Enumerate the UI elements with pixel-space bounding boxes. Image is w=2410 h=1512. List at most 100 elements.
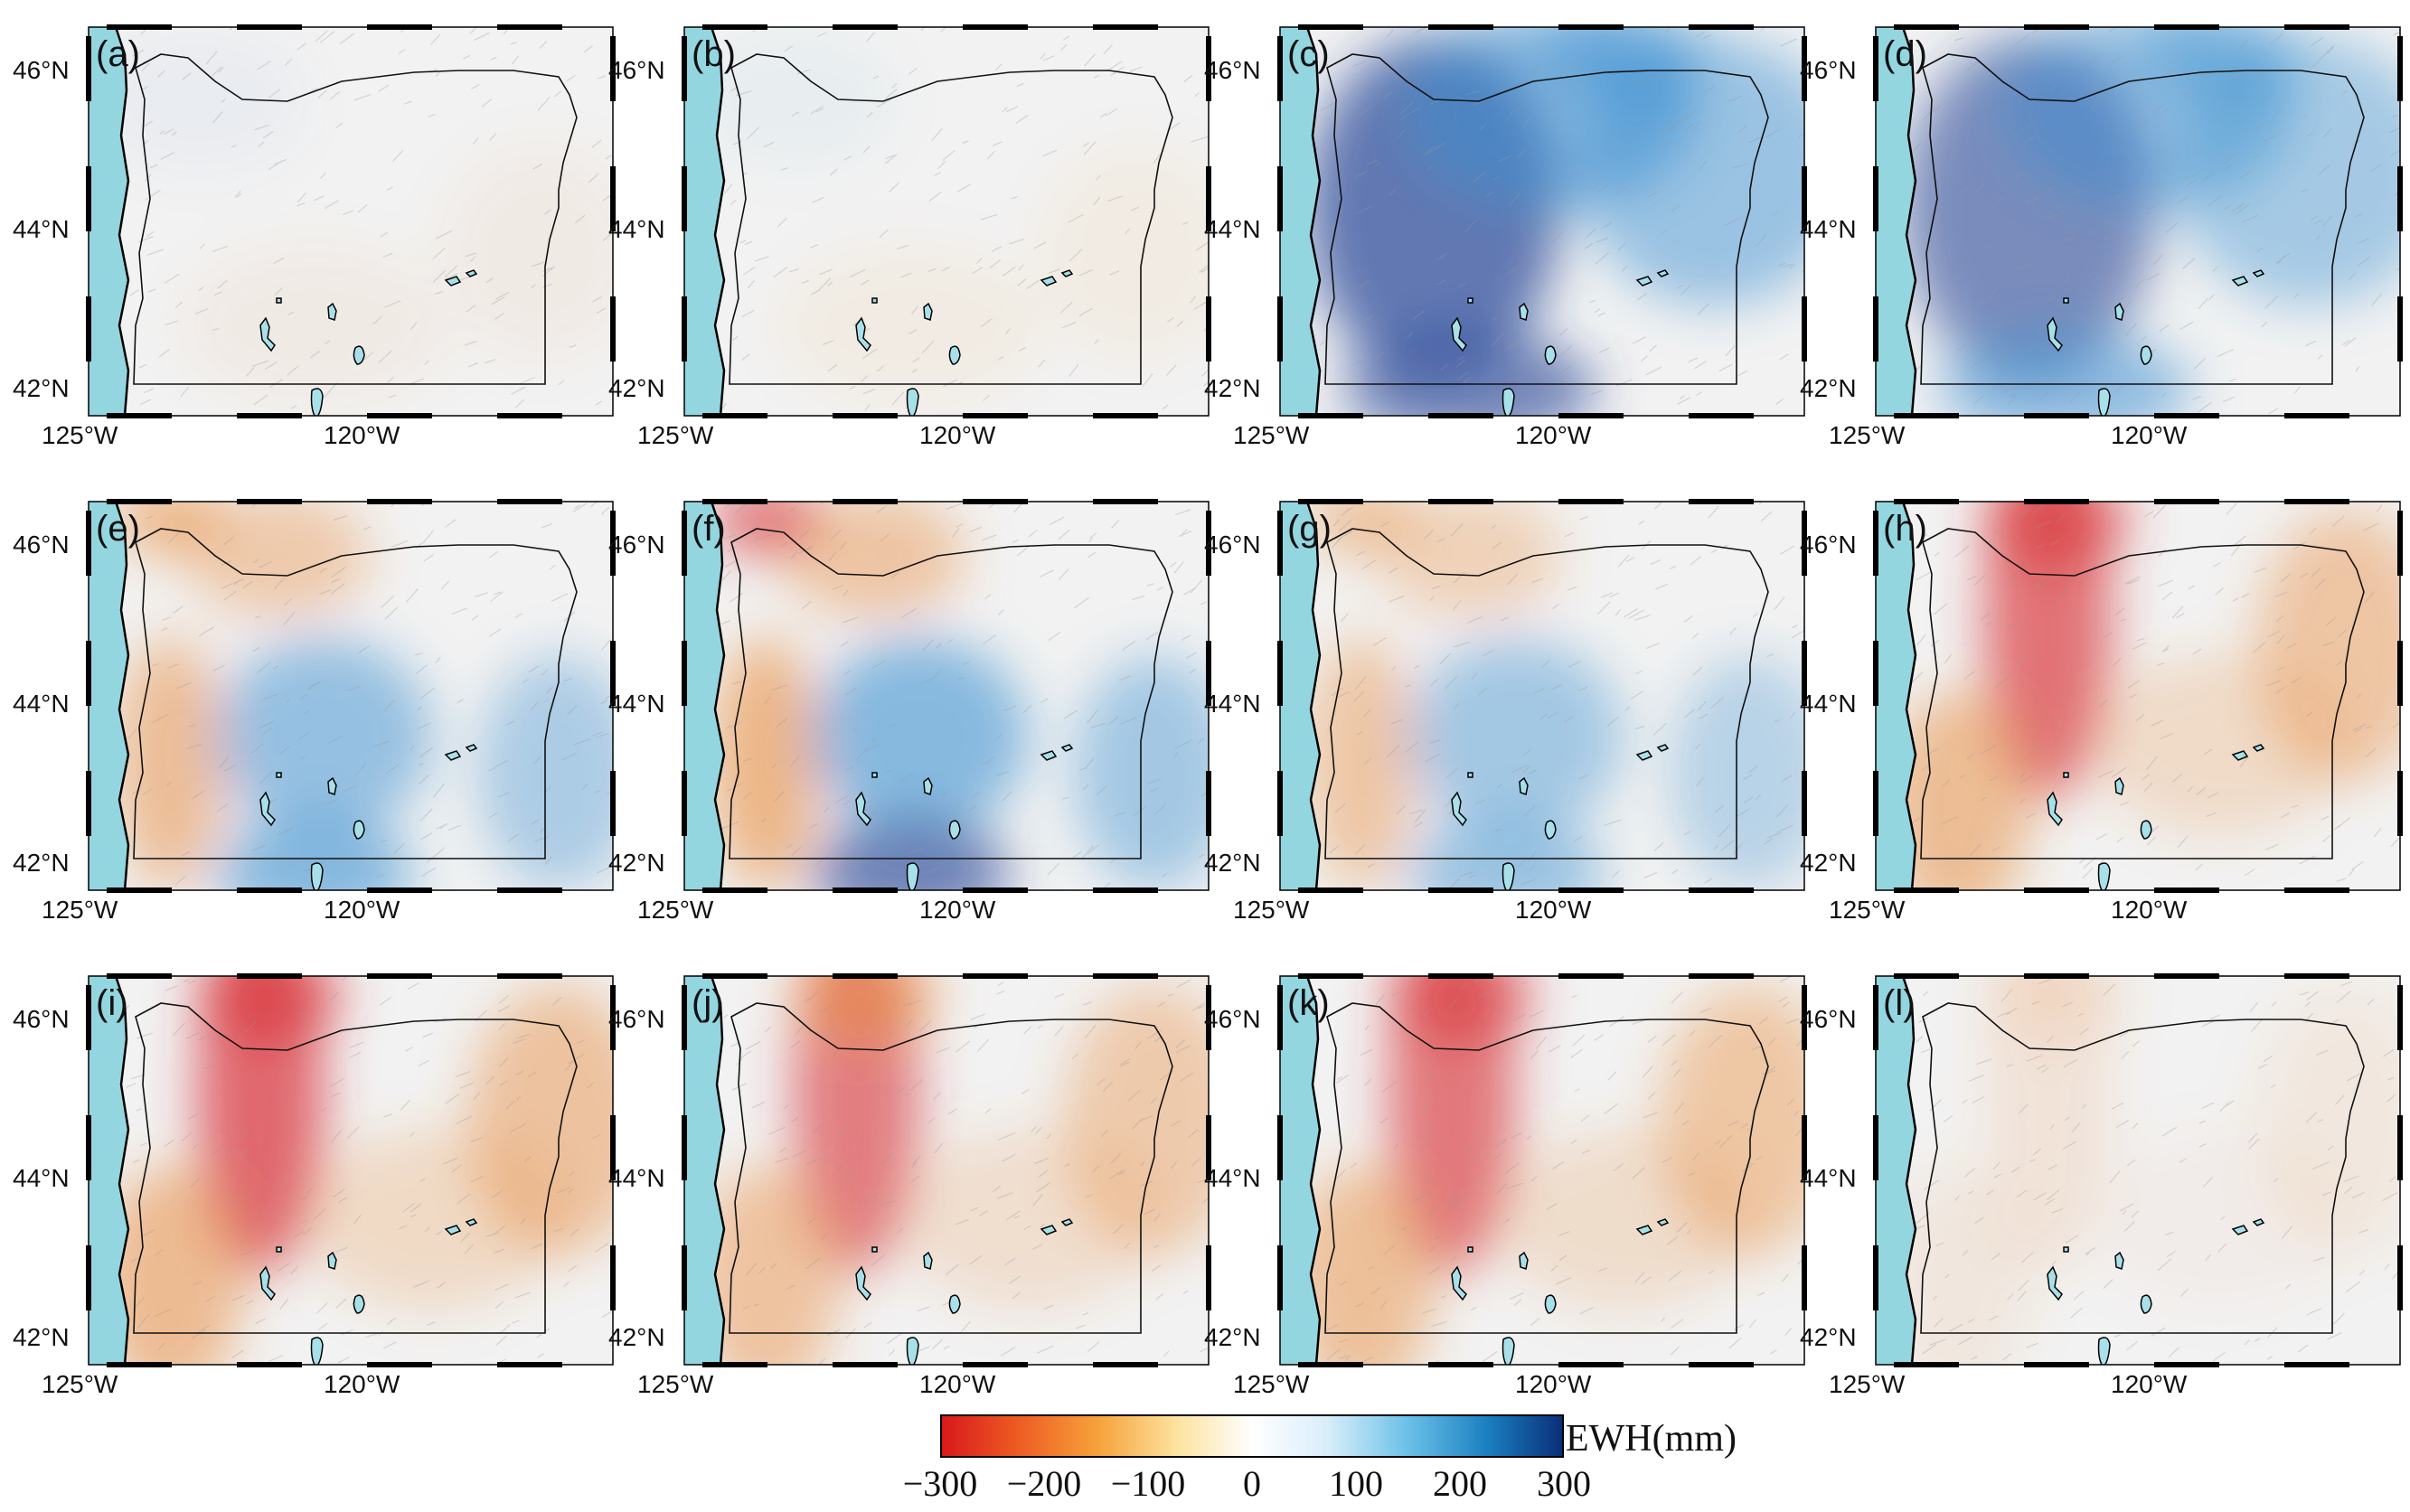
latitude-label: 44°N	[1204, 1164, 1261, 1192]
panel-label: (j)	[692, 983, 724, 1023]
latitude-label: 44°N	[608, 215, 665, 243]
lake	[948, 820, 961, 840]
lake	[1467, 772, 1473, 778]
coastline	[114, 27, 130, 416]
lake	[465, 1218, 478, 1226]
latitude-label: 42°N	[1204, 374, 1261, 402]
ewh-anomaly-field	[1885, 502, 2400, 890]
coastline	[1305, 976, 1322, 1365]
lake	[2097, 1337, 2111, 1365]
longitude-label: 125°W	[1829, 896, 1906, 924]
anomaly-blob	[793, 976, 937, 1039]
longitude-label: 120°W	[1515, 896, 1592, 924]
map-panel: (g)	[1277, 499, 1807, 893]
coastline	[114, 976, 130, 1365]
frame-ticks	[86, 973, 616, 1367]
latitude-label: 46°N	[608, 1005, 665, 1033]
lake	[1544, 345, 1557, 365]
lake	[855, 316, 871, 352]
colorbar-tick: 200	[1433, 1463, 1487, 1504]
lake	[2231, 276, 2249, 286]
lake	[2114, 302, 2124, 321]
lake	[1656, 1218, 1670, 1226]
colorbar-gradient	[940, 1414, 1564, 1458]
lake	[1060, 269, 1074, 277]
anomaly-blob	[775, 244, 1046, 407]
coastline	[710, 27, 726, 416]
anomaly-blob	[2093, 1130, 2346, 1310]
lake	[1451, 1265, 1467, 1301]
anomaly-blob	[1407, 818, 1605, 890]
lake	[855, 791, 871, 827]
ocean-area	[1280, 976, 1320, 1365]
coastline	[710, 976, 726, 1365]
longitude-label: 120°W	[919, 421, 996, 449]
latitude-label: 42°N	[1800, 374, 1857, 402]
anomaly-blob	[1389, 976, 1533, 1039]
lake	[1519, 776, 1529, 795]
coastline	[1901, 976, 1917, 1365]
latitude-label: 46°N	[13, 531, 70, 559]
lake	[2114, 1251, 2124, 1270]
lake	[1467, 297, 1473, 304]
map-panel: (d)	[1873, 24, 2403, 418]
map-canvas	[1873, 499, 2403, 893]
lake	[1502, 862, 1515, 890]
lake	[276, 297, 282, 304]
map-canvas	[86, 24, 616, 418]
anomaly-blob	[1343, 334, 1596, 416]
anomaly-blob	[215, 637, 432, 836]
lake	[2114, 776, 2124, 795]
longitude-label: 120°W	[919, 1370, 996, 1398]
frame-ticks	[1873, 24, 2403, 418]
lake	[906, 1337, 919, 1365]
shaded-relief	[124, 976, 613, 1365]
lake	[2140, 1294, 2152, 1314]
longitude-label: 125°W	[637, 896, 714, 924]
ewh-anomaly-field	[1289, 976, 1804, 1365]
shaded-relief	[1319, 27, 1804, 406]
map-canvas	[1277, 24, 1807, 418]
latitude-label: 42°N	[13, 849, 70, 877]
lake	[923, 1251, 933, 1270]
map-panel: (f)	[682, 499, 1211, 893]
lake	[327, 1251, 337, 1270]
colorbar-tick: −100	[1110, 1463, 1186, 1504]
lake	[310, 1337, 324, 1365]
lake	[871, 1246, 878, 1253]
lake	[2097, 862, 2111, 890]
lake	[353, 345, 365, 365]
anomaly-blob	[1984, 502, 2111, 800]
lake	[1656, 744, 1670, 752]
lake	[1635, 276, 1653, 286]
longitude-label: 125°W	[1233, 1370, 1310, 1398]
anomaly-blob	[1984, 976, 2111, 1274]
shaded-relief	[129, 27, 613, 409]
anomaly-blob	[784, 502, 965, 619]
state-boundary	[729, 53, 1173, 385]
longitude-label: 125°W	[42, 896, 118, 924]
shaded-relief	[1329, 502, 1804, 889]
lake	[327, 776, 337, 795]
latitude-label: 42°N	[13, 374, 70, 402]
latitude-label: 42°N	[1800, 1323, 1857, 1351]
state-boundary	[729, 528, 1173, 859]
anomaly-blob	[811, 637, 1028, 836]
anomaly-blob	[1307, 502, 1416, 556]
anomaly-blob	[1389, 976, 1515, 1274]
colorbar-tick: 300	[1537, 1463, 1591, 1504]
lake	[923, 776, 933, 795]
latitude-label: 44°N	[608, 1164, 665, 1192]
ocean-area	[1876, 27, 1916, 416]
state-boundary	[133, 53, 578, 385]
latitude-label: 44°N	[1800, 215, 1857, 243]
latitude-label: 46°N	[13, 1005, 70, 1033]
lake	[310, 388, 324, 416]
frame-ticks	[682, 499, 1211, 893]
lake	[2097, 388, 2111, 416]
anomaly-blob	[1497, 1130, 1750, 1310]
ocean-area	[89, 976, 128, 1365]
latitude-label: 44°N	[608, 690, 665, 718]
map-canvas	[682, 973, 1211, 1367]
frame-ticks	[682, 24, 1211, 418]
